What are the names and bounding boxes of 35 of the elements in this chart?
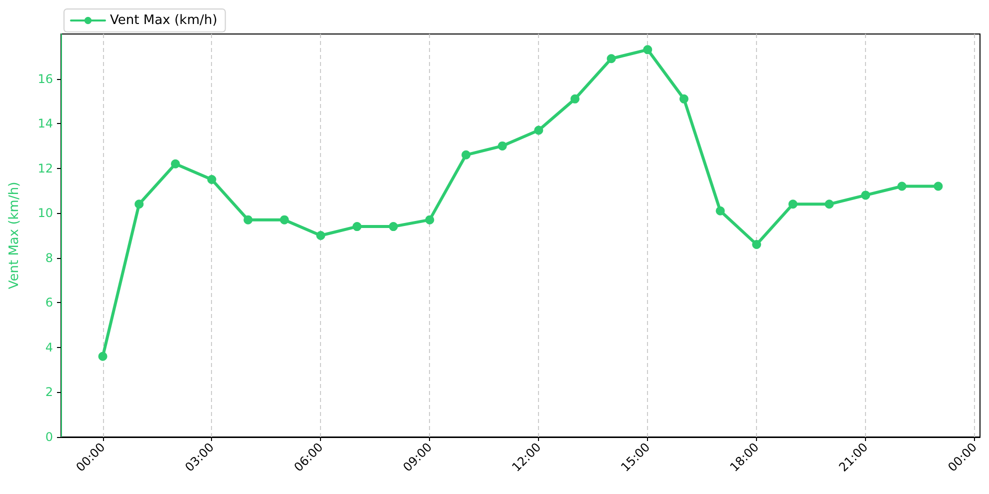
point (897, 182, 906, 191)
point (752, 240, 762, 249)
y-tick-label: 12 (38, 161, 53, 176)
point (788, 200, 798, 209)
point (606, 54, 616, 64)
y-tick-label: 8 (45, 250, 53, 265)
point (679, 94, 688, 104)
point (388, 222, 398, 232)
point (170, 159, 180, 168)
point (134, 200, 144, 209)
y-tick-label: 16 (38, 72, 53, 86)
point (498, 141, 507, 150)
point (861, 190, 870, 200)
y-tick-label: 4 (45, 340, 53, 354)
point (824, 200, 834, 209)
point (425, 215, 434, 224)
point (280, 215, 289, 224)
point (244, 215, 253, 224)
y-tick-label: 6 (45, 296, 53, 310)
point (316, 231, 326, 240)
point (98, 352, 108, 361)
y-tick-label: 10 (38, 206, 53, 220)
point (570, 94, 580, 104)
y-axis-title: Vent Max (km/h) (7, 182, 22, 290)
point (352, 222, 362, 232)
point (207, 175, 216, 184)
point (462, 150, 471, 160)
point (643, 45, 652, 54)
point (716, 206, 725, 216)
point (534, 126, 544, 135)
y-tick-label: 0 (45, 430, 53, 444)
y-tick-label: 2 (45, 385, 53, 400)
y-tick-label: 14 (38, 116, 53, 131)
point (934, 182, 943, 191)
legend-label: Vent Max (km/h) (110, 13, 218, 28)
